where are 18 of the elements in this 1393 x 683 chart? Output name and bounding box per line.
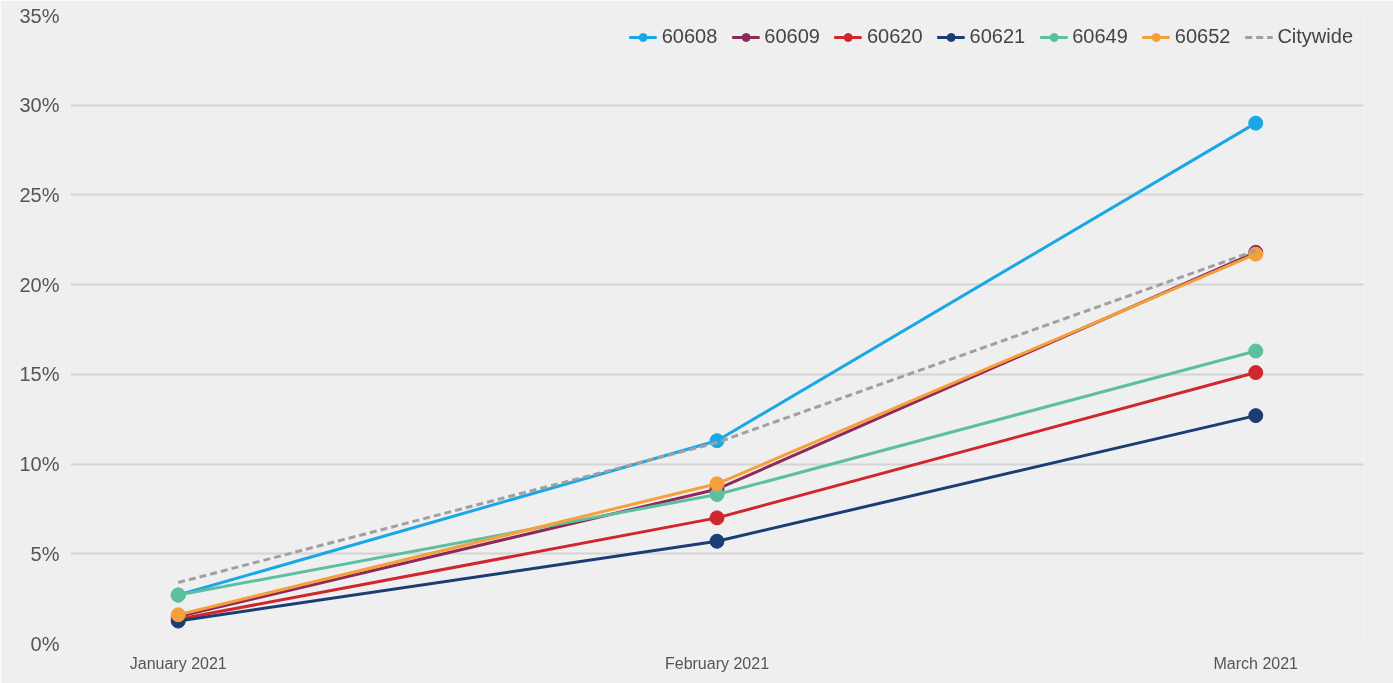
legend-label: 60652 (1174, 25, 1231, 48)
legend-label: 60649 (1072, 25, 1128, 48)
legend-label: 60609 (764, 25, 820, 48)
legend-label: 60620 (866, 25, 923, 48)
y-tick-label: 30% (19, 94, 60, 117)
y-tick-label: 35% (19, 4, 60, 27)
x-tick-label: January 2021 (129, 654, 227, 672)
legend-label: Citywide (1277, 25, 1353, 48)
y-tick-label: 20% (19, 273, 60, 296)
y-tick-label: 10% (19, 453, 60, 476)
y-tick-label: 25% (19, 183, 60, 206)
legend-label: 60608 (661, 25, 718, 48)
y-tick-label: 15% (19, 363, 60, 386)
legend-label: 60621 (969, 25, 1026, 48)
y-tick-label: 5% (30, 542, 60, 565)
x-tick-label: March 2021 (1213, 654, 1299, 672)
x-tick-label: February 2021 (664, 654, 770, 672)
y-tick-label: 0% (30, 632, 60, 655)
